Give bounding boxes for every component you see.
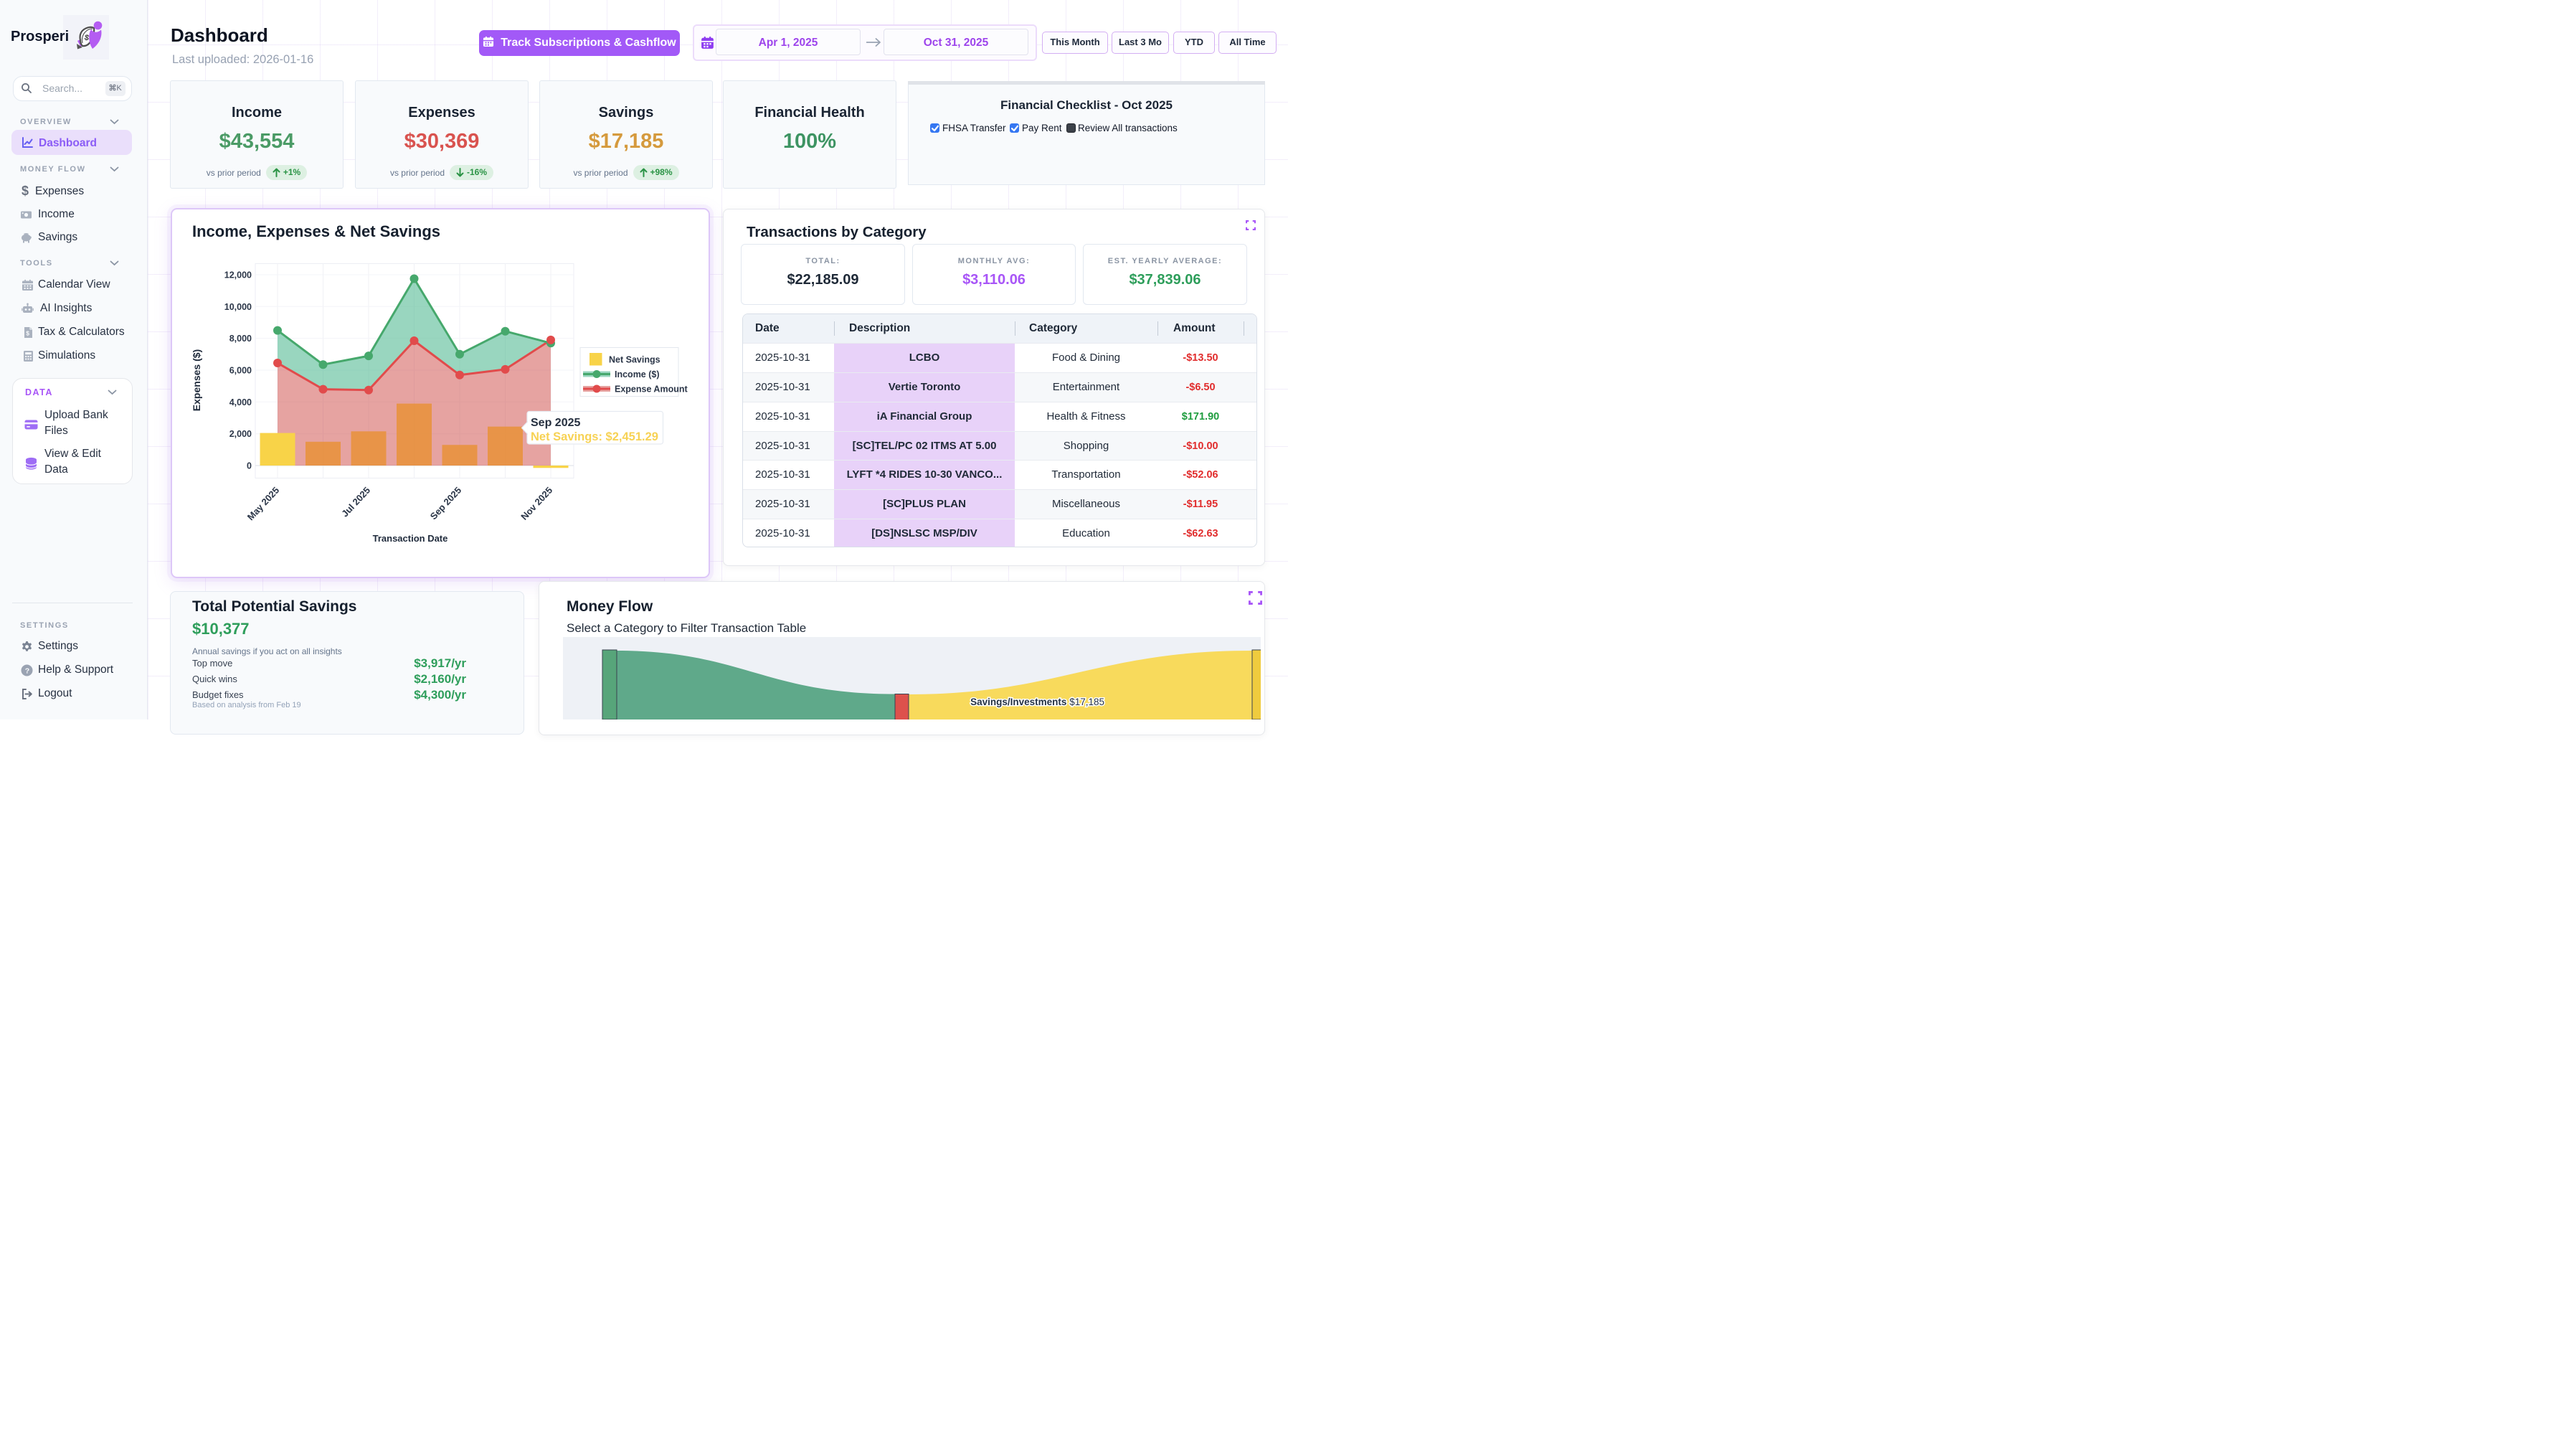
svg-text:6,000: 6,000: [229, 366, 252, 376]
svg-text:Sep 2025: Sep 2025: [531, 417, 580, 429]
svg-text:Net Savings: $2,451.29: Net Savings: $2,451.29: [531, 430, 658, 443]
svg-text:Net Savings: Net Savings: [609, 355, 660, 365]
svg-text:Jul 2025: Jul 2025: [339, 485, 372, 519]
svg-text:4,000: 4,000: [229, 397, 252, 407]
svg-text:Expense Amount: Expense Amount: [615, 384, 688, 395]
svg-text:$: $: [26, 330, 29, 337]
svg-text:Nov 2025: Nov 2025: [518, 485, 554, 522]
svg-text:Savings/Investments $17,185: Savings/Investments $17,185: [970, 697, 1104, 707]
svg-text:Income ($): Income ($): [615, 369, 660, 379]
svg-text:2,000: 2,000: [229, 429, 252, 439]
svg-text:$: $: [83, 33, 90, 42]
svg-text:May 2025: May 2025: [245, 485, 281, 523]
svg-text:0: 0: [247, 461, 252, 471]
svg-text:8,000: 8,000: [229, 334, 252, 344]
svg-text:?: ?: [25, 666, 29, 675]
svg-text:Transaction Date: Transaction Date: [373, 533, 448, 544]
svg-text:Sep 2025: Sep 2025: [428, 485, 463, 522]
svg-text:Expenses ($): Expenses ($): [191, 349, 202, 411]
svg-text:10,000: 10,000: [224, 302, 252, 312]
svg-text:12,000: 12,000: [224, 270, 252, 280]
